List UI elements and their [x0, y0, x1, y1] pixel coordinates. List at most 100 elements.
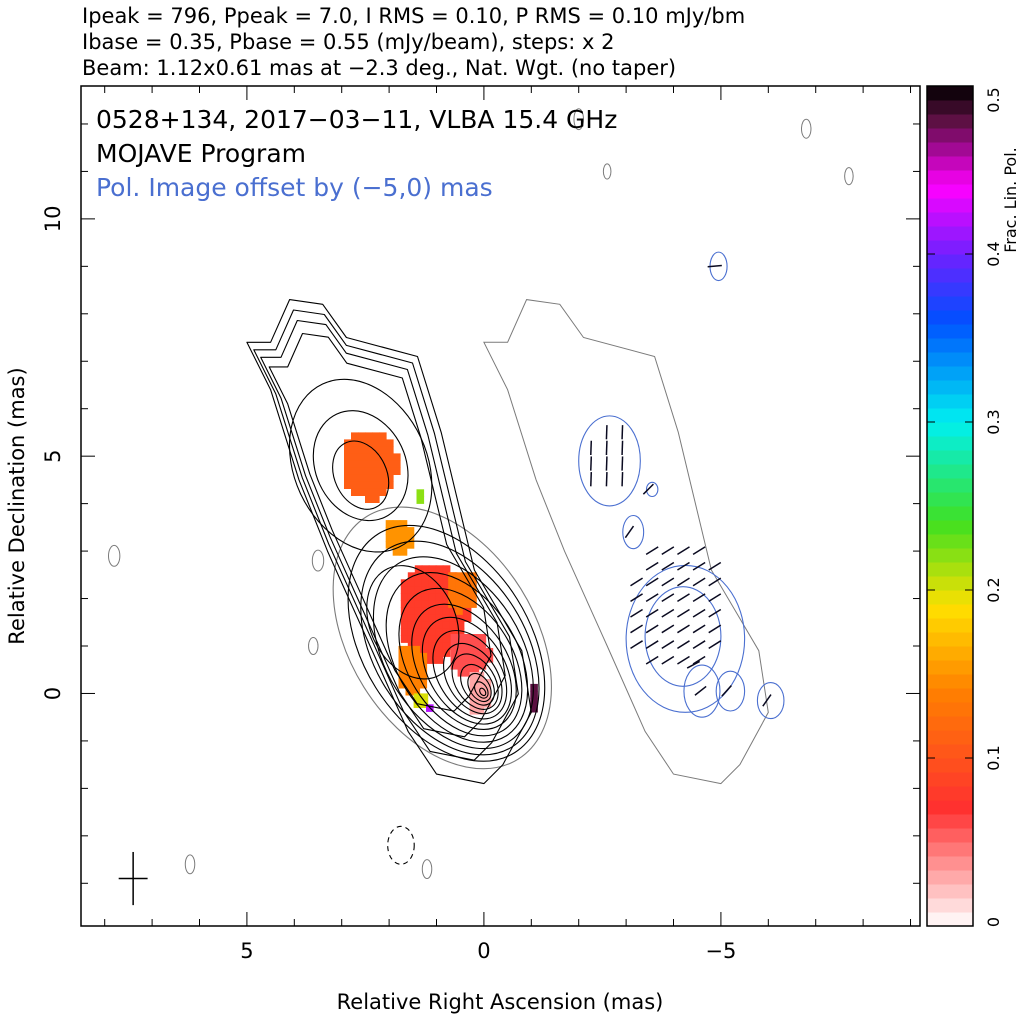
frac-pol-pixel: [365, 460, 373, 468]
frac-pol-pixel: [414, 586, 423, 594]
stokes-i-contour: [398, 587, 523, 737]
frac-pol-pixel: [435, 656, 444, 664]
evpa-tick: [630, 577, 643, 587]
evpa-tick: [677, 546, 690, 556]
plot-frame: [80, 85, 921, 927]
frac-pol-pixel: [449, 607, 458, 615]
frac-pol-pixel: [464, 669, 473, 677]
frac-pol-pixel: [455, 586, 463, 594]
frac-pol-pixel: [471, 655, 480, 663]
frac-pol-pixel: [405, 645, 414, 654]
evpa-tick: [692, 577, 706, 587]
colorbar-band: [927, 198, 973, 213]
frac-pol-pixel: [365, 488, 373, 496]
evpa-tick: [708, 640, 722, 649]
colorbar-band: [927, 576, 973, 591]
frac-pol-pixel: [442, 642, 451, 650]
pol-intensity-contour: [622, 514, 645, 550]
frac-pol-pixel: [372, 481, 380, 489]
frac-pol-pixel: [469, 579, 477, 587]
frac-pol-pixel: [393, 467, 401, 475]
x-tick-label: −5: [705, 939, 736, 963]
frac-pol-pixel: [455, 572, 463, 580]
frac-pol-pixel: [407, 586, 416, 594]
colorbar-band: [927, 450, 973, 465]
frac-pol-pixel: [428, 635, 437, 643]
stokes-i-contour: [360, 540, 540, 756]
stokes-i-contour: [268, 332, 492, 712]
frac-pol-pixel: [456, 628, 465, 636]
evpa-tick: [677, 624, 690, 634]
frac-pol-pixel: [435, 565, 444, 573]
pol-intensity-contour: [756, 682, 785, 720]
frac-pol-pixel: [379, 488, 387, 496]
frac-pol-pixel: [379, 446, 387, 454]
colorbar-band: [927, 828, 973, 843]
frac-pol-pixel: [435, 628, 444, 636]
frac-pol-pixel: [435, 621, 444, 629]
frac-pol-pixel: [385, 541, 394, 549]
frac-pol-pixel: [456, 614, 465, 622]
frac-pol-pixel: [478, 662, 487, 670]
frac-pol-pixel: [400, 593, 409, 601]
frac-pol-pixel: [372, 432, 380, 440]
frac-pol-pixel: [393, 460, 401, 468]
frac-pol-pixel: [469, 700, 478, 708]
frac-pol-pixel: [464, 634, 473, 642]
stokes-i-contour: [332, 440, 390, 510]
frac-pol-pixel: [442, 572, 451, 580]
evpa-tick: [624, 525, 635, 539]
offset-annotation: Pol. Image offset by (−5,0) mas: [96, 173, 493, 202]
frac-pol-pixel: [442, 635, 451, 643]
colorbar-band: [927, 786, 973, 801]
frac-pol-pixel: [414, 593, 423, 601]
frac-pol-pixel: [428, 600, 437, 608]
frac-pol-pixel: [379, 432, 387, 440]
colorbar-band: [927, 884, 973, 899]
evpa-tick: [630, 640, 643, 649]
frac-pol-pixel: [449, 628, 458, 636]
frac-pol-pixel: [442, 586, 451, 594]
frac-pol-pixel: [365, 432, 373, 440]
evpa-tick: [692, 624, 706, 634]
frac-pol-pixel: [428, 621, 437, 629]
frac-pol-pixel: [414, 635, 423, 643]
frac-pol-pixel: [464, 662, 473, 670]
evpa-tick: [677, 593, 690, 602]
stokes-i-contour: [312, 410, 409, 522]
frac-pol-pixel: [365, 474, 373, 482]
frac-pol-pixel: [476, 686, 485, 694]
colorbar-frame: [926, 85, 974, 927]
colorbar-band: [927, 352, 973, 367]
colorbar-band: [927, 870, 973, 885]
frac-pol-pixel: [344, 460, 352, 468]
colorbar-band: [927, 632, 973, 647]
evpa-tick: [661, 624, 675, 634]
colorbar-band: [927, 548, 973, 563]
colorbar-band: [927, 674, 973, 689]
frac-pol-pixel: [469, 679, 478, 687]
frac-pol-pixel: [435, 614, 444, 622]
colorbar-band: [927, 142, 973, 157]
colorbar-tick-label: 0.1: [984, 745, 1003, 770]
frac-pol-pixel: [428, 642, 437, 650]
colorbar-band: [927, 912, 973, 927]
frac-pol-pixel: [435, 642, 444, 650]
x-tick-label: 5: [240, 939, 253, 963]
frac-pol-pixel: [455, 579, 463, 587]
frac-pol-pixel: [419, 673, 428, 682]
frac-pol-pixel: [463, 607, 472, 615]
frac-pol-pixel: [399, 534, 408, 542]
frac-pol-pixel: [379, 439, 387, 447]
frac-pol-pixel: [406, 541, 415, 549]
frac-pol-pixel: [386, 467, 394, 475]
frac-pol-pixel: [412, 659, 421, 668]
frac-pol-pixel: [358, 453, 366, 461]
frac-pol-pixel: [372, 439, 380, 447]
frac-pol-pixel: [365, 495, 373, 503]
frac-pol-pixel: [399, 527, 408, 535]
frac-pol-pixel: [379, 460, 387, 468]
colorbar-band: [927, 618, 973, 633]
frac-pol-pixel: [421, 579, 430, 587]
frac-pol-pixel: [442, 614, 451, 622]
